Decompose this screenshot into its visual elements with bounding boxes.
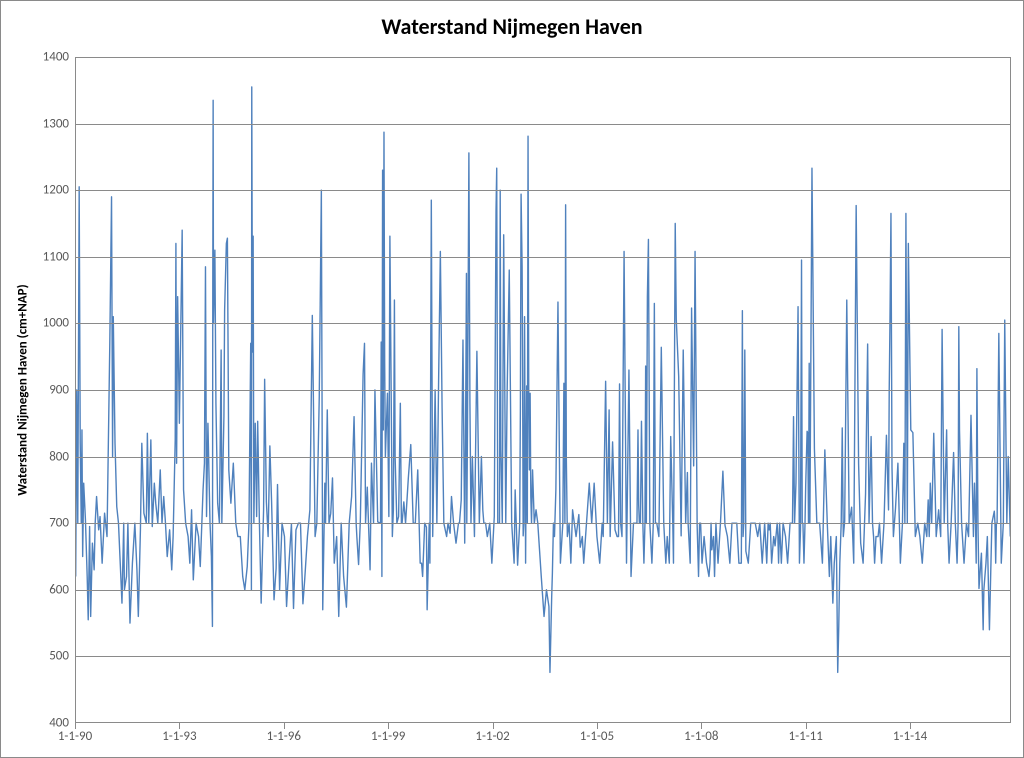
y-tick-label: 1100 (43, 249, 75, 264)
chart-container: Waterstand Nijmegen Haven Waterstand Nij… (0, 0, 1024, 758)
y-tick-label: 1300 (43, 116, 75, 131)
x-tick-label: 1-1-99 (371, 723, 405, 744)
x-tick-label: 1-1-90 (58, 723, 92, 744)
y-tick-label: 800 (49, 449, 75, 464)
y-tick-label: 700 (49, 516, 75, 531)
x-tick-label: 1-1-96 (267, 723, 301, 744)
x-tick-label: 1-1-02 (475, 723, 509, 744)
series-line (76, 87, 1011, 672)
plot-area: 400500600700800900100011001200130014001-… (75, 57, 1011, 723)
x-tick-label: 1-1-11 (789, 723, 823, 744)
x-tick-label: 1-1-14 (893, 723, 927, 744)
y-tick-label: 1000 (43, 316, 75, 331)
x-tick-label: 1-1-08 (684, 723, 718, 744)
y-tick-label: 1200 (43, 183, 75, 198)
y-tick-label: 600 (49, 582, 75, 597)
y-tick-label: 1400 (43, 50, 75, 65)
x-tick-label: 1-1-05 (580, 723, 614, 744)
chart-title: Waterstand Nijmegen Haven (1, 13, 1023, 40)
line-series (75, 57, 1011, 723)
x-tick-label: 1-1-93 (162, 723, 196, 744)
y-tick-label: 500 (49, 649, 75, 664)
y-axis-label: Waterstand Nijmegen Haven (cm+NAP) (16, 284, 31, 495)
y-tick-label: 900 (49, 383, 75, 398)
